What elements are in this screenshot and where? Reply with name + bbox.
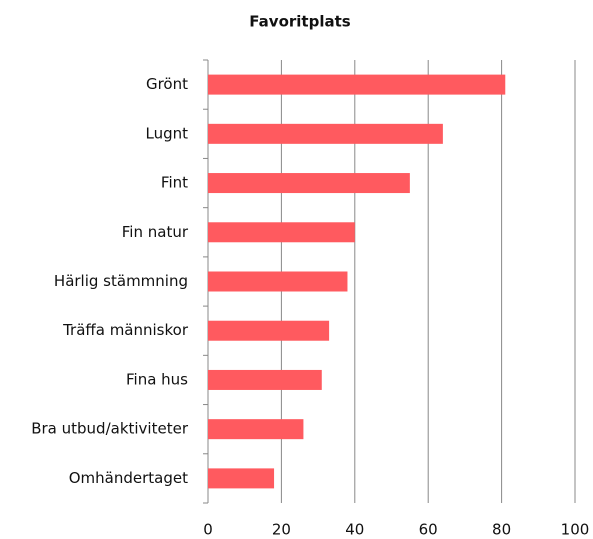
bar — [208, 369, 322, 390]
bar — [208, 173, 410, 194]
bar — [208, 222, 355, 243]
y-tick-label: Omhändertaget — [69, 469, 188, 487]
bar — [208, 271, 348, 292]
y-tick-label: Härlig stämmning — [54, 272, 188, 290]
y-tick-label: Fint — [161, 174, 188, 192]
x-tick-label: 0 — [203, 521, 213, 539]
bar — [208, 123, 443, 144]
y-tick-label: Bra utbud/aktiviteter — [31, 420, 189, 438]
y-tick-label: Lugnt — [145, 124, 188, 142]
x-tick-label: 60 — [419, 521, 438, 539]
bar — [208, 74, 506, 95]
x-tick-label: 20 — [272, 521, 291, 539]
chart-title: Favoritplats — [249, 13, 350, 31]
bar — [208, 320, 330, 341]
y-tick-label: Grönt — [146, 75, 188, 93]
bar — [208, 419, 304, 440]
y-tick-label: Träffa människor — [62, 321, 189, 339]
bar — [208, 468, 275, 489]
y-tick-label: Fina hus — [126, 370, 188, 388]
x-tick-label: 100 — [561, 521, 590, 539]
y-tick-label: Fin natur — [122, 223, 189, 241]
x-tick-label: 40 — [345, 521, 364, 539]
x-tick-label: 80 — [492, 521, 511, 539]
